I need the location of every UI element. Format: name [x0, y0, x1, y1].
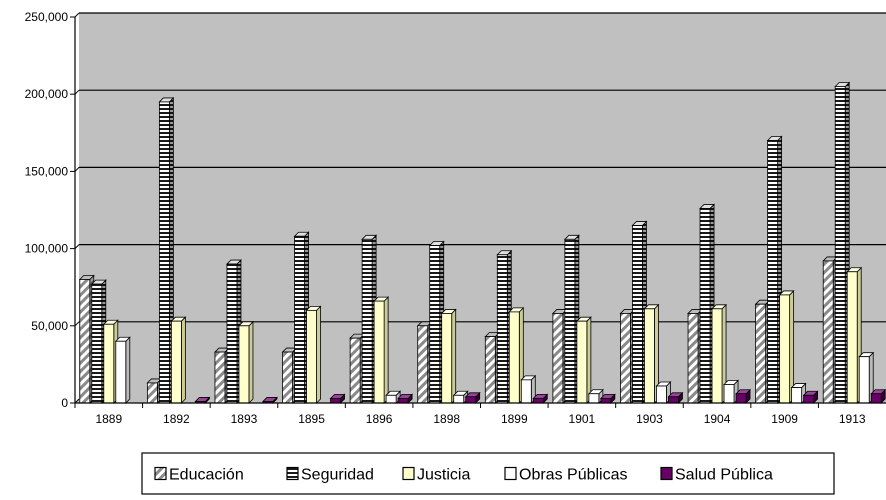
gridline-edge — [74, 12, 80, 18]
bar — [711, 303, 728, 404]
bar — [802, 390, 819, 404]
legend-item: Educación — [154, 466, 244, 484]
legend-swatch — [154, 466, 167, 481]
legend-box — [141, 452, 835, 495]
x-tick-label: 1898 — [433, 412, 460, 426]
legend-item: Justicia — [402, 466, 470, 484]
bar — [858, 351, 875, 404]
bar — [575, 316, 592, 404]
bars — [78, 81, 886, 404]
x-tick-label: 1901 — [569, 412, 596, 426]
y-tick-label: 250,000 — [25, 10, 69, 24]
gridlines — [74, 12, 886, 327]
legend-label: Educación — [169, 467, 244, 484]
x-tick-label: 1889 — [95, 412, 122, 426]
x-tick-label: 1904 — [704, 412, 731, 426]
x-tick-label: 1896 — [366, 412, 393, 426]
bar — [373, 296, 390, 404]
gridline-edge — [74, 321, 80, 327]
legend-item: Salud Pública — [660, 466, 773, 484]
x-tick-label: 1913 — [839, 412, 866, 426]
plot-background — [75, 13, 886, 403]
legend-label: Seguridad — [301, 467, 374, 484]
x-tick-label: 1893 — [231, 412, 258, 426]
gridline-edge — [74, 89, 80, 95]
bar — [170, 316, 187, 404]
x-tick-label: 1895 — [298, 412, 325, 426]
legend-swatch — [286, 466, 299, 481]
bar — [261, 396, 278, 404]
bar — [643, 303, 660, 404]
bar — [532, 393, 549, 404]
axes: 0 50,000 100,000 150,000 200,000 250,000 1889 1… — [25, 10, 886, 426]
bar — [385, 390, 402, 404]
legend-label: Justicia — [417, 467, 470, 484]
y-tick-label: 150,000 — [25, 164, 69, 178]
legend-swatch — [660, 466, 673, 481]
legend-item: Obras Públicas — [504, 466, 628, 484]
bar — [778, 289, 795, 404]
legend-label: Obras Públicas — [519, 467, 628, 484]
y-tick-label: 200,000 — [25, 87, 69, 101]
x-tick-label: 1892 — [163, 412, 190, 426]
x-tick-label: 1909 — [771, 412, 798, 426]
bar — [464, 391, 481, 404]
bar — [114, 336, 131, 404]
y-tick-label: 100,000 — [25, 242, 69, 256]
legend-item: Seguridad — [286, 466, 374, 484]
bar — [397, 393, 414, 404]
bar — [599, 393, 616, 404]
bar — [440, 308, 457, 404]
legend-swatch — [402, 466, 415, 481]
legend-swatch — [504, 466, 517, 481]
bar — [237, 320, 254, 404]
plot-area — [74, 13, 886, 404]
bar — [667, 391, 684, 404]
legend: Educación Seguridad Justicia Obras Públicas… — [141, 452, 835, 495]
y-tick-label: 0 — [61, 396, 68, 410]
bar — [194, 396, 211, 404]
gridline-edge — [74, 167, 80, 172]
y-tick-label: 50,000 — [31, 319, 68, 333]
bar — [870, 388, 886, 404]
legend-label: Salud Pública — [675, 467, 773, 484]
gridline-edge — [74, 244, 80, 249]
bar — [305, 305, 322, 404]
x-tick-label: 1899 — [501, 412, 528, 426]
x-tick-label: 1903 — [636, 412, 663, 426]
axis-corner — [74, 398, 80, 404]
bar — [520, 374, 537, 404]
bar — [735, 388, 752, 404]
